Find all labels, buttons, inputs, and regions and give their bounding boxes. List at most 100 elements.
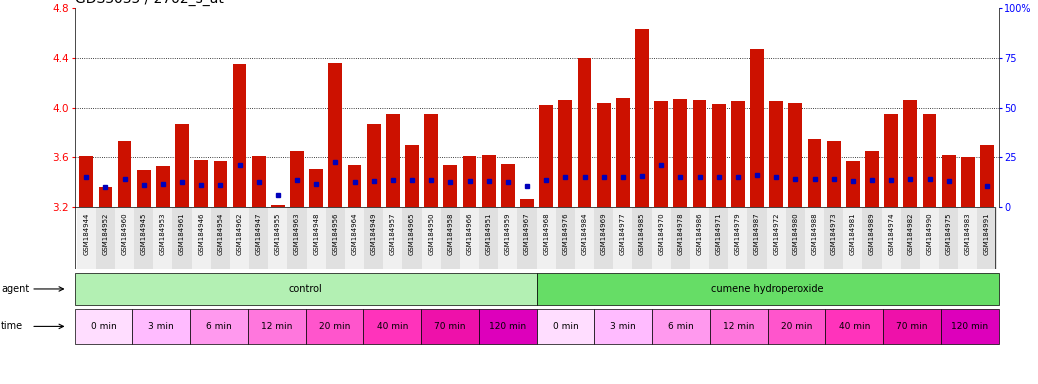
Bar <box>903 100 918 207</box>
Bar <box>252 156 266 207</box>
Text: GSM184947: GSM184947 <box>255 212 262 255</box>
Text: agent: agent <box>1 284 29 294</box>
Bar <box>271 205 284 207</box>
Bar <box>961 157 975 207</box>
Text: GSM184965: GSM184965 <box>409 212 415 255</box>
Bar <box>268 207 288 269</box>
Text: GSM184962: GSM184962 <box>237 212 243 255</box>
Text: GSM184953: GSM184953 <box>160 212 166 255</box>
Bar <box>117 141 132 207</box>
Text: GSM184989: GSM184989 <box>869 212 875 255</box>
Text: GSM184990: GSM184990 <box>927 212 932 255</box>
Bar <box>156 166 170 207</box>
Text: GSM184979: GSM184979 <box>735 212 741 255</box>
Text: GSM184952: GSM184952 <box>103 212 108 255</box>
Bar <box>731 101 745 207</box>
Text: GSM184966: GSM184966 <box>466 212 472 255</box>
Text: cumene hydroperoxide: cumene hydroperoxide <box>711 284 824 294</box>
Bar <box>805 207 824 269</box>
Text: GSM184956: GSM184956 <box>332 212 338 255</box>
Bar <box>941 155 956 207</box>
Bar <box>443 165 458 207</box>
Bar <box>747 207 767 269</box>
Bar <box>115 207 134 269</box>
Bar <box>421 207 441 269</box>
Bar <box>923 114 936 207</box>
Bar <box>540 105 553 207</box>
Text: GSM184968: GSM184968 <box>543 212 549 255</box>
Bar <box>920 207 939 269</box>
Text: 6 min: 6 min <box>207 322 231 331</box>
Text: GSM184987: GSM184987 <box>754 212 760 255</box>
Bar <box>632 207 652 269</box>
Bar <box>175 124 189 207</box>
Text: 12 min: 12 min <box>723 322 755 331</box>
Bar <box>137 170 151 207</box>
Bar <box>154 207 172 269</box>
Bar <box>884 114 898 207</box>
Text: GSM184954: GSM184954 <box>217 212 223 255</box>
Text: GSM184980: GSM184980 <box>792 212 798 255</box>
Bar <box>843 207 863 269</box>
Bar <box>383 207 403 269</box>
Text: 40 min: 40 min <box>377 322 408 331</box>
Text: 120 min: 120 min <box>951 322 988 331</box>
Bar <box>709 207 729 269</box>
Text: GSM184951: GSM184951 <box>486 212 492 255</box>
Bar <box>537 207 555 269</box>
Bar <box>482 155 495 207</box>
Text: GSM184961: GSM184961 <box>180 212 185 255</box>
Bar <box>214 161 227 207</box>
Bar <box>230 207 249 269</box>
Bar <box>460 207 480 269</box>
Bar <box>613 207 632 269</box>
Bar <box>654 101 668 207</box>
Bar <box>348 165 361 207</box>
Bar <box>558 100 572 207</box>
Bar <box>594 207 613 269</box>
Bar <box>729 207 747 269</box>
Bar <box>863 207 881 269</box>
Bar <box>233 64 246 207</box>
Bar <box>405 145 419 207</box>
Bar <box>77 207 95 269</box>
Bar <box>211 207 230 269</box>
Bar <box>786 207 805 269</box>
Bar <box>306 207 326 269</box>
Text: GSM184963: GSM184963 <box>294 212 300 255</box>
Text: GSM184964: GSM184964 <box>352 212 357 255</box>
Text: GSM184986: GSM184986 <box>696 212 703 255</box>
Text: 70 min: 70 min <box>434 322 466 331</box>
Bar <box>95 207 115 269</box>
Bar <box>291 151 304 207</box>
Text: 20 min: 20 min <box>781 322 812 331</box>
Text: 70 min: 70 min <box>896 322 928 331</box>
Bar <box>939 207 958 269</box>
Text: 20 min: 20 min <box>319 322 350 331</box>
Bar <box>441 207 460 269</box>
Bar <box>288 207 306 269</box>
Text: 6 min: 6 min <box>668 322 693 331</box>
Bar <box>578 58 592 207</box>
Bar <box>712 104 726 207</box>
Text: GSM184969: GSM184969 <box>601 212 607 255</box>
Text: time: time <box>1 321 23 331</box>
Text: 3 min: 3 min <box>610 322 636 331</box>
Text: 0 min: 0 min <box>552 322 578 331</box>
Text: GSM184970: GSM184970 <box>658 212 664 255</box>
Text: GSM184967: GSM184967 <box>524 212 530 255</box>
Bar <box>345 207 364 269</box>
Bar <box>364 207 383 269</box>
Bar <box>249 207 268 269</box>
Text: GSM184981: GSM184981 <box>850 212 856 255</box>
Text: 0 min: 0 min <box>90 322 116 331</box>
Text: 12 min: 12 min <box>262 322 293 331</box>
Bar <box>403 207 421 269</box>
Text: GSM184972: GSM184972 <box>773 212 780 255</box>
Text: GSM184957: GSM184957 <box>390 212 395 255</box>
Text: GSM184973: GSM184973 <box>830 212 837 255</box>
Text: 3 min: 3 min <box>148 322 174 331</box>
Text: GSM184982: GSM184982 <box>907 212 913 255</box>
Bar <box>309 169 323 207</box>
Bar <box>79 156 93 207</box>
